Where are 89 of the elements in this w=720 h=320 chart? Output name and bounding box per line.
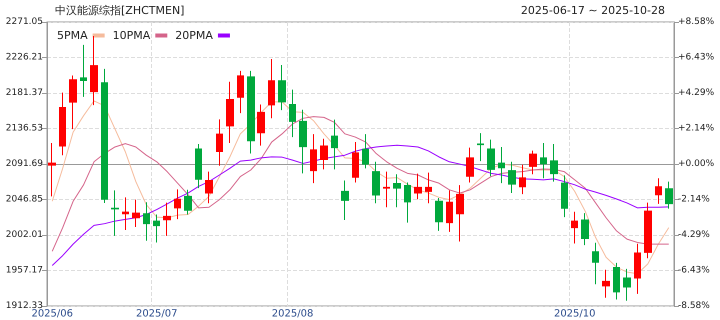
candlestick — [655, 178, 662, 204]
candlestick — [320, 138, 328, 170]
y2-tick-label: +4.29% — [678, 88, 715, 98]
candlestick — [383, 171, 390, 208]
candlestick — [205, 171, 213, 204]
candlestick — [69, 74, 77, 130]
y-tick-label: 1957.17 — [6, 266, 43, 276]
legend-label: 20PMA — [175, 29, 214, 42]
y2-tick-label: +8.58% — [678, 17, 715, 27]
y2-tick-label: +6.43% — [678, 52, 715, 63]
candlestick — [571, 211, 578, 244]
candlestick — [425, 172, 432, 204]
candlestick — [372, 161, 380, 204]
candlestick — [404, 182, 411, 224]
y2-tick-label: +2.14% — [678, 124, 715, 134]
candlestick — [623, 268, 631, 302]
candlestick — [184, 189, 192, 216]
y-tick-label: 2181.37 — [6, 88, 43, 98]
candlestick — [310, 134, 317, 184]
candlestick — [550, 143, 558, 182]
candlestick — [435, 198, 443, 232]
legend-label: 10PMA — [112, 29, 151, 42]
candlestick — [456, 184, 464, 242]
y2-tick-label: +0.00% — [678, 159, 715, 169]
candlestick — [592, 242, 599, 285]
candlestick — [498, 146, 505, 184]
y-tick-label: 2136.53 — [6, 124, 43, 134]
y2-tick-label: -4.29% — [678, 230, 710, 240]
candlestick — [602, 269, 610, 298]
candlestick — [508, 161, 516, 194]
legend-label: 5PMA — [56, 29, 88, 42]
candlestick — [278, 64, 286, 111]
line-series — [52, 100, 670, 274]
candlestick — [331, 119, 338, 170]
candlestick — [466, 147, 474, 184]
candlestick — [341, 180, 349, 221]
candlestick — [80, 44, 87, 98]
y-tick-label: 2226.21 — [6, 52, 43, 62]
x-tick-label: 2025/10 — [554, 308, 596, 320]
candlestick — [122, 196, 129, 230]
candlestick — [487, 139, 495, 177]
x-tick-label: 2025/06 — [31, 308, 73, 320]
candlestick — [393, 174, 401, 208]
line-series — [52, 116, 670, 252]
candlestick — [247, 70, 255, 154]
candlestick — [299, 109, 307, 174]
chart-title: 中汉能源综指[ZHCTMEN] — [55, 4, 184, 17]
line-series — [52, 144, 670, 266]
candlestick — [446, 190, 453, 232]
candlestick — [289, 89, 296, 138]
candlestick — [59, 92, 66, 156]
candlestick — [90, 35, 98, 106]
candlestick — [48, 142, 56, 197]
candlestick — [540, 142, 547, 179]
x-tick-label: 2025/07 — [136, 308, 178, 320]
y2-tick-label: -6.43% — [678, 265, 710, 276]
candlestick — [257, 104, 265, 146]
candlestick — [613, 262, 620, 300]
y-tick-label: 2091.69 — [6, 159, 44, 169]
y2-tick-label: -2.14% — [678, 194, 710, 204]
candlestick — [519, 164, 526, 195]
candlestick — [352, 142, 359, 184]
candlestick — [268, 58, 275, 119]
chart-subtitle: 2025-06-17 ~ 2025-10-28 — [520, 4, 666, 17]
candlestick — [101, 68, 108, 204]
candlestick — [132, 199, 140, 228]
candlestick — [529, 150, 537, 175]
candlestick — [111, 190, 119, 236]
candlestick — [644, 202, 652, 259]
candlestick — [174, 188, 181, 220]
candlestick — [477, 132, 484, 162]
y-tick-label: 2002.01 — [6, 230, 43, 240]
candlestick — [237, 70, 244, 114]
candlestick — [414, 173, 422, 200]
candlestick — [665, 181, 673, 210]
candlestick — [216, 118, 223, 166]
candlestick — [143, 202, 150, 242]
y-tick-label: 2271.05 — [6, 17, 43, 27]
candlestick — [581, 212, 589, 246]
x-tick-label: 2025/08 — [272, 308, 314, 320]
candlestick — [634, 243, 641, 294]
candlestick — [362, 134, 369, 169]
candlestick — [195, 143, 202, 189]
candlestick — [163, 202, 171, 236]
candlestick — [561, 174, 568, 218]
y2-tick-label: -8.58% — [678, 301, 710, 311]
candlestick — [153, 214, 160, 243]
y-tick-label: 2046.85 — [6, 194, 43, 204]
candlestick — [226, 81, 234, 144]
